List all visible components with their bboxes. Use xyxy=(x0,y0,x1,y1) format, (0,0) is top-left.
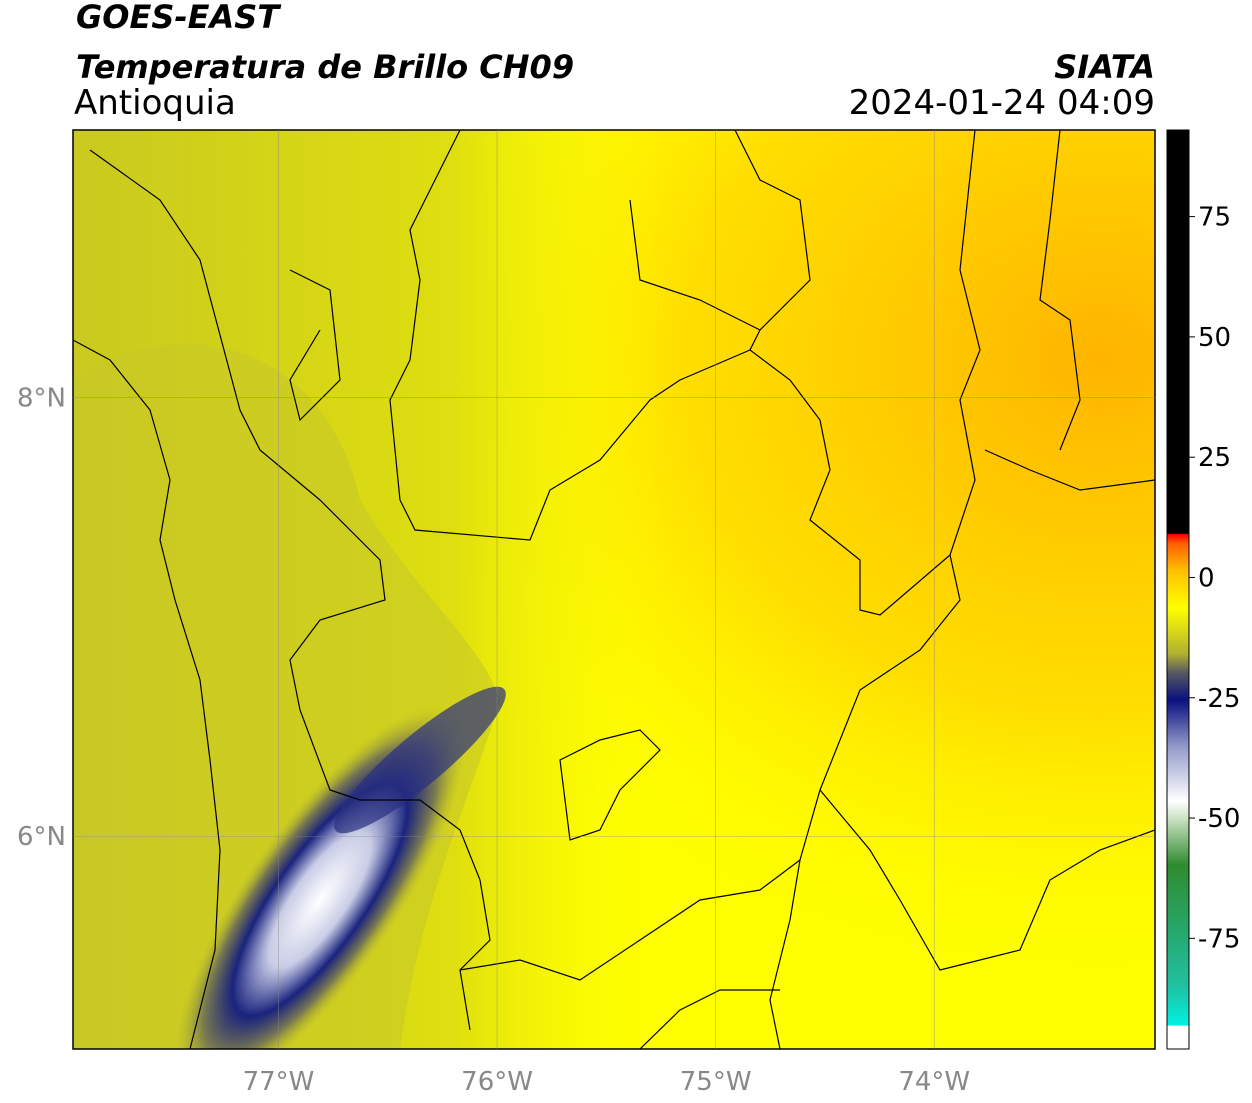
lon-label: 76°W xyxy=(461,1067,533,1097)
lat-label: 8°N xyxy=(17,384,66,414)
colorbar-tick-label: 75 xyxy=(1198,203,1231,233)
colorbar-tick-label: -75 xyxy=(1198,924,1240,954)
colorbar xyxy=(1166,129,1190,1050)
region-title: Antioquia xyxy=(74,83,236,123)
satellite-title: GOES-EAST xyxy=(76,0,281,36)
colorbar-tick-label: 0 xyxy=(1198,563,1215,593)
lon-label: 74°W xyxy=(898,1067,970,1097)
map-frame xyxy=(72,129,1156,1050)
datetime: 2024-01-24 04:09 xyxy=(849,83,1155,123)
lon-label: 75°W xyxy=(680,1067,752,1097)
map-field xyxy=(73,130,1155,1049)
colorbar-tick-label: 50 xyxy=(1198,323,1231,353)
product-title: Temperatura de Brillo CH09 xyxy=(76,48,574,86)
agency-title: SIATA xyxy=(1054,48,1155,86)
colorbar-tick-label: 25 xyxy=(1198,443,1231,473)
lat-label: 6°N xyxy=(17,822,66,852)
lon-label: 77°W xyxy=(243,1067,315,1097)
colorbar-tick-label: -50 xyxy=(1198,804,1240,834)
colorbar-tick-label: -25 xyxy=(1198,684,1240,714)
